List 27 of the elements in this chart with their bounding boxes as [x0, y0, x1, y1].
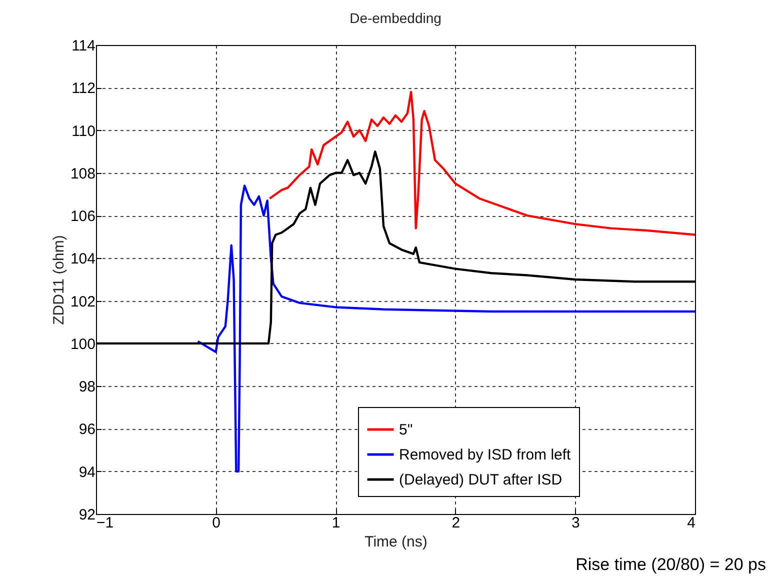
- y-tick-label: 100: [70, 336, 96, 353]
- legend-label: 5": [399, 422, 413, 438]
- y-tick-label: 108: [70, 165, 96, 182]
- y-tick-label: 104: [70, 250, 96, 268]
- y-tick-label: 110: [72, 122, 96, 140]
- y-tick-label: 94: [78, 464, 96, 481]
- y-tick-label: 92: [78, 506, 96, 524]
- y-axis-title: ZDD11 (ohm): [50, 235, 68, 325]
- x-tick-label: 1: [332, 514, 340, 532]
- x-tick-label: 2: [452, 514, 460, 532]
- legend-label: (Delayed) DUT after ISD: [399, 472, 562, 488]
- x-tick-label: 3: [572, 514, 580, 532]
- y-tick-label: 112: [72, 80, 96, 98]
- line-series: [196, 184, 695, 472]
- legend-label: Removed by ISD from left: [399, 446, 572, 464]
- x-tick-label: −1: [96, 514, 114, 532]
- y-tick-label: 106: [70, 208, 96, 226]
- line-series: [268, 90, 695, 236]
- x-tick-label: 4: [687, 514, 696, 532]
- chart-title: De-embedding: [350, 10, 442, 26]
- x-axis-title: Time (ns): [364, 534, 428, 550]
- y-tick-label: 98: [78, 378, 96, 396]
- y-tick-label: 102: [70, 293, 96, 310]
- y-tick-label: 96: [78, 421, 96, 438]
- y-tick-label: 114: [72, 38, 96, 54]
- text: Rise time (20/80) = 20 ps: [576, 555, 766, 575]
- x-tick-label: 0: [212, 514, 220, 532]
